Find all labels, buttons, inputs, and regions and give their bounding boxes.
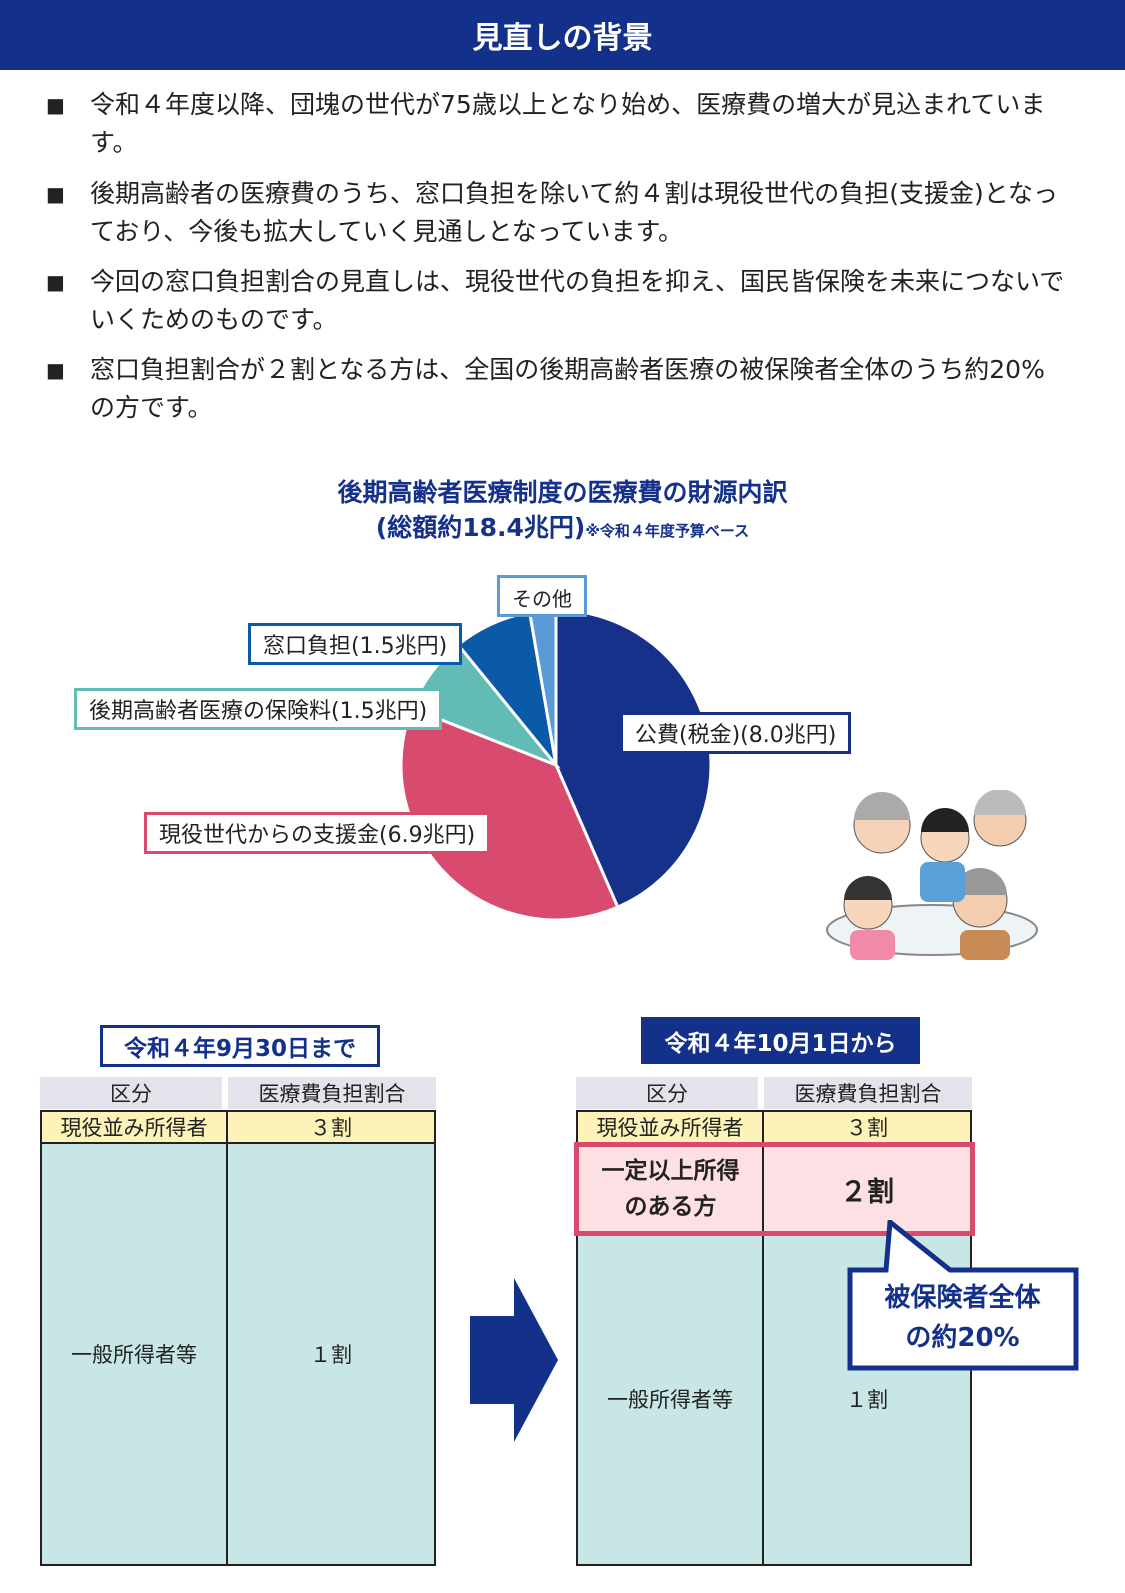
arrow-right-icon [470,1278,558,1442]
chart-subtitle-row: (総額約18.4兆円)※令和４年度予算ベース [0,508,1125,544]
pie-label-public: 公費(税金)(8.0兆円) [620,712,852,754]
table-header: 医療費負担割合 [228,1077,436,1109]
callout-line: の約20% [905,1323,1020,1353]
page-header: 見直しの背景 [0,0,1125,70]
pie-label-copay: 窓口負担(1.5兆円) [248,623,463,665]
before-date-label: 令和４年9月30日まで [100,1025,380,1067]
bullet-mark: ■ [46,270,65,294]
bullet-mark: ■ [46,358,65,382]
bullet-item: ■ 今回の窓口負担割合の見直しは、現役世代の負担を抑え、国民皆保険を未来につないで… [46,263,1066,339]
table-cell: 一定以上所得のある方 [579,1147,764,1231]
table-header: 区分 [576,1077,758,1109]
highlight-row: 一定以上所得のある方 ２割 [574,1142,975,1236]
pie-label-premium: 後期高齢者医療の保険料(1.5兆円) [74,688,443,730]
chart-note: ※令和４年度予算ベース [585,522,750,540]
pie-label-support: 現役世代からの支援金(6.9兆円) [144,812,491,854]
table-header: 区分 [40,1077,222,1109]
table-cell: 一般所得者等 [576,1232,764,1566]
pie-slice [399,706,620,922]
header-title: 見直しの背景 [472,21,653,56]
bullet-text: 後期高齢者の医療費のうち、窓口負担を除いて約４割は現役世代の負担(支援金)となっ… [90,179,1059,246]
bullet-text: 窓口負担割合が２割となる方は、全国の後期高齢者医療の被保険者全体のうち約20%の… [90,355,1045,422]
table-cell: １割 [226,1142,436,1566]
bullet-item: ■ 窓口負担割合が２割となる方は、全国の後期高齢者医療の被保険者全体のうち約20%… [46,351,1066,427]
callout-text: 被保険者全体 の約20% [850,1278,1075,1358]
table-cell: ２割 [840,1176,894,1208]
pie-chart [399,608,713,922]
bullet-item: ■ 後期高齢者の医療費のうち、窓口負担を除いて約４割は現役世代の負担(支援金)とな… [46,175,1066,251]
after-date-label: 令和４年10月1日から [641,1017,920,1064]
chart-title: 後期高齢者医療制度の医療費の財源内訳 [337,478,788,507]
bullet-mark: ■ [46,182,65,206]
table-cell: 現役並み所得者 [576,1110,764,1144]
table-cell: 一般所得者等 [40,1142,228,1566]
bullet-text: 令和４年度以降、団塊の世代が75歳以上となり始め、医療費の増大が見込まれています… [90,90,1046,157]
elderly-family-illustration [826,790,1038,960]
bullet-item: ■ 令和４年度以降、団塊の世代が75歳以上となり始め、医療費の増大が見込まれていま… [46,86,1066,162]
pie-label-other: その他 [497,575,587,617]
bullet-text: 今回の窓口負担割合の見直しは、現役世代の負担を抑え、国民皆保険を未来につないでい… [90,267,1065,334]
bullet-mark: ■ [46,93,65,117]
callout-line: 被保険者全体 [884,1283,1041,1313]
callout-bubble [847,1220,1079,1371]
table-cell: ３割 [762,1110,972,1144]
chart-subtitle: (総額約18.4兆円) [375,513,586,542]
table-cell: 現役並み所得者 [40,1110,228,1144]
table-header: 医療費負担割合 [764,1077,972,1109]
table-cell: ３割 [226,1110,436,1144]
